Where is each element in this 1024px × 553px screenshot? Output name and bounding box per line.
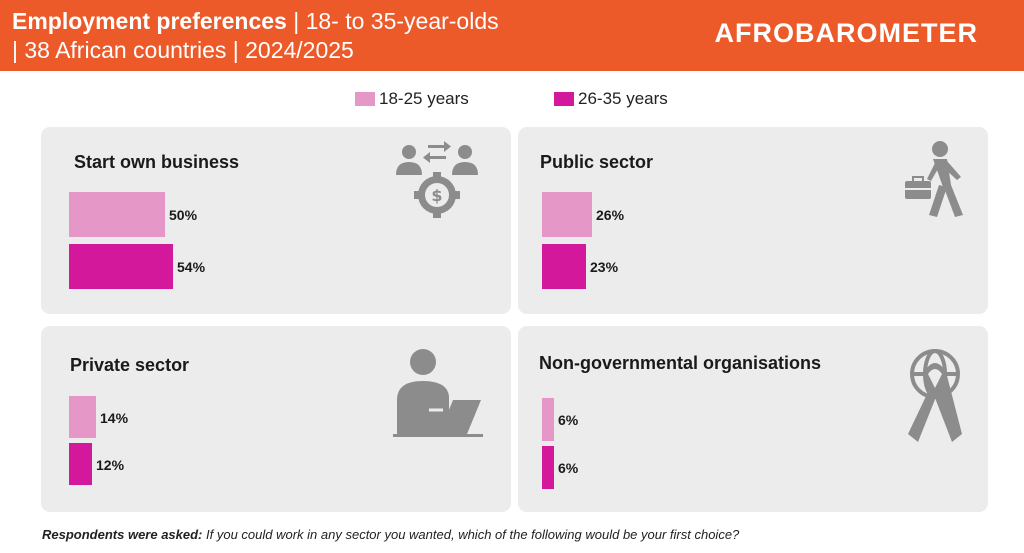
bar-label-start-own-business-18-25: 50% xyxy=(169,207,198,223)
legend-item-18-25: 18-25 years xyxy=(355,89,469,109)
bar-start-own-business-26-35 xyxy=(69,244,173,289)
footnote: Respondents were asked: If you could wor… xyxy=(42,527,739,542)
bar-ngo-18-25 xyxy=(542,398,554,441)
panel-title-ngo: Non-governmental organisations xyxy=(539,353,822,373)
panel-private-sector: Private sector 14% 12% xyxy=(41,326,511,512)
legend-swatch-18-25 xyxy=(355,92,375,106)
bar-public-sector-26-35 xyxy=(542,244,586,289)
footnote-question: If you could work in any sector you want… xyxy=(202,527,740,542)
bar-label-private-sector-26-35: 12% xyxy=(96,457,125,473)
panel-title-private-sector: Private sector xyxy=(70,355,190,375)
bar-label-public-sector-26-35: 23% xyxy=(590,259,619,275)
panel-title-public-sector: Public sector xyxy=(540,152,654,172)
legend-item-26-35: 26-35 years xyxy=(554,89,668,109)
bar-label-ngo-18-25: 6% xyxy=(558,412,579,428)
globe-ribbon-icon xyxy=(908,349,962,442)
bar-private-sector-18-25 xyxy=(69,396,96,438)
bar-label-start-own-business-26-35: 54% xyxy=(177,259,206,275)
legend-label-18-25: 18-25 years xyxy=(379,89,469,108)
bar-start-own-business-18-25 xyxy=(69,192,165,237)
title-bold: Employment preferences xyxy=(12,8,287,34)
business-exchange-gear-icon: $ xyxy=(396,141,478,218)
panel-ngo: Non-governmental organisations 6% 6% xyxy=(518,326,988,512)
page-title: Employment preferences | 18- to 35-year-… xyxy=(12,7,499,65)
bar-label-private-sector-18-25: 14% xyxy=(100,410,129,426)
footnote-label: Respondents were asked: xyxy=(42,527,203,542)
afrobarometer-logo: AFROBAROMETER xyxy=(714,18,978,48)
bar-ngo-26-35 xyxy=(542,446,554,489)
bar-label-public-sector-18-25: 26% xyxy=(596,207,625,223)
person-laptop-icon xyxy=(393,349,483,437)
person-walking-briefcase-icon xyxy=(905,141,963,217)
panel-title-start-own-business: Start own business xyxy=(74,152,240,172)
svg-text:$: $ xyxy=(431,186,442,205)
legend-label-26-35: 26-35 years xyxy=(578,89,668,108)
panel-start-own-business: Start own business 50% 54% $ xyxy=(41,127,511,314)
bar-private-sector-26-35 xyxy=(69,443,92,485)
title-subtitle: | 18- to 35-year-olds xyxy=(286,8,499,34)
bar-public-sector-18-25 xyxy=(542,192,592,237)
panel-public-sector: Public sector 26% 23% xyxy=(518,127,988,314)
legend-swatch-26-35 xyxy=(554,92,574,106)
header-banner: Employment preferences | 18- to 35-year-… xyxy=(0,0,1024,71)
bar-label-ngo-26-35: 6% xyxy=(558,460,579,476)
chart-legend: 18-25 years 26-35 years xyxy=(0,89,1024,111)
title-line-2: | 38 African countries | 2024/2025 xyxy=(12,37,354,63)
